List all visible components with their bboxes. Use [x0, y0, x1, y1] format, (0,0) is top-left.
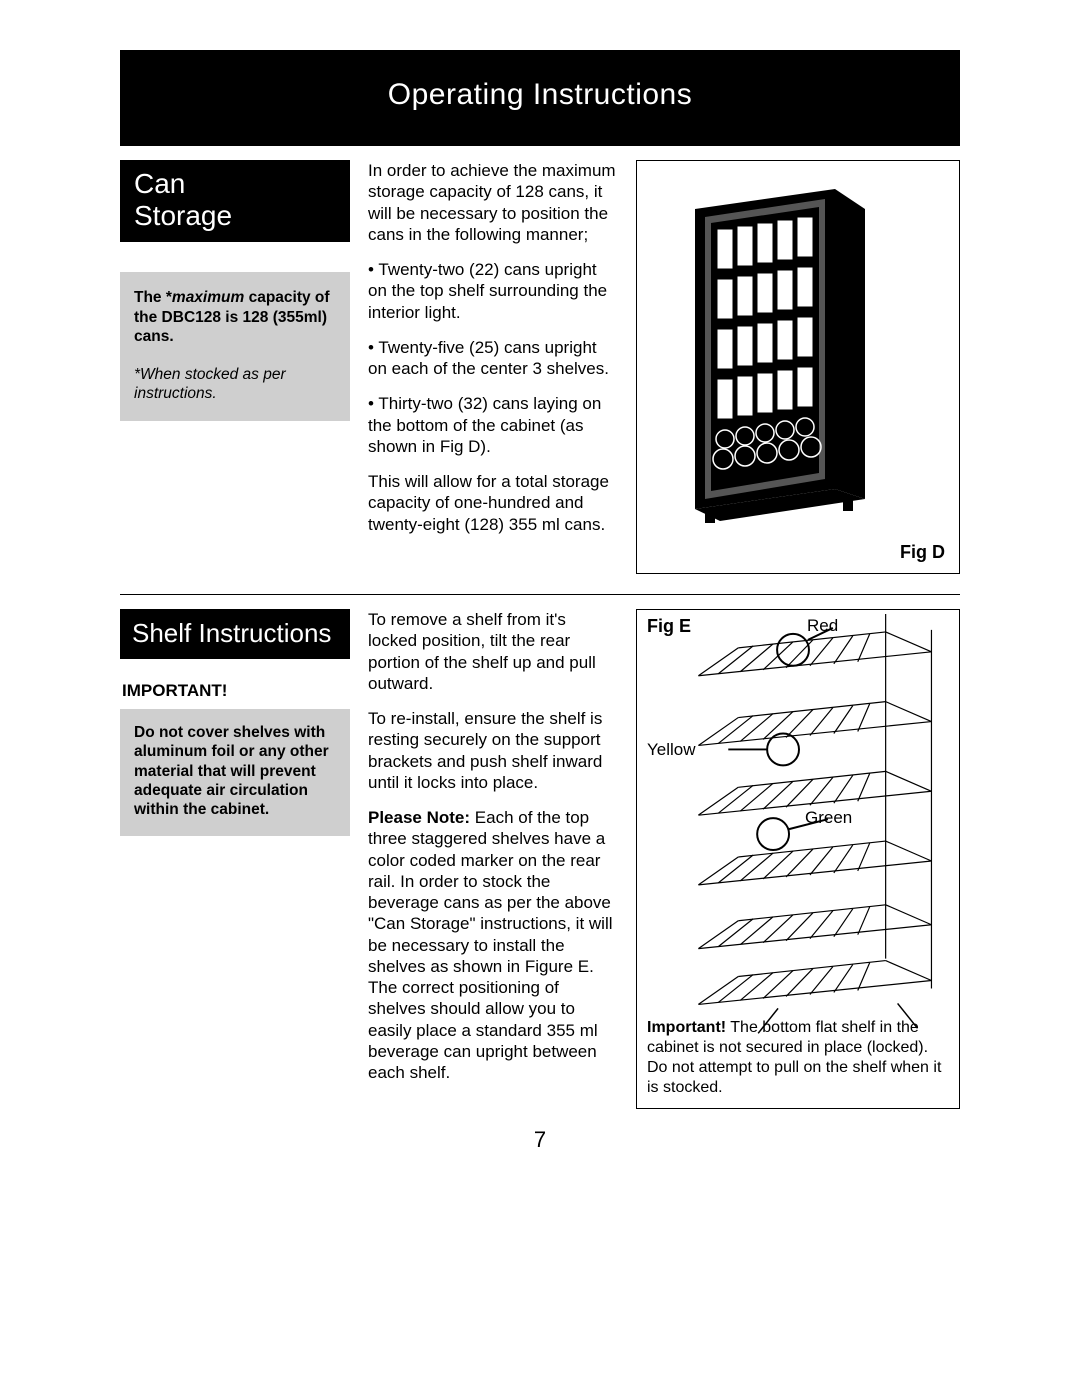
section1-title: Can Storage	[120, 160, 350, 242]
figure-e-label: Fig E	[647, 616, 691, 637]
capacity-em: maximum	[172, 289, 244, 306]
s1-b2: • Twenty-five (25) cans upright on each …	[368, 337, 618, 380]
figure-e-yellow-label: Yellow	[647, 740, 696, 760]
figure-e: Fig E Red Yellow Green Important! The bo…	[636, 609, 960, 1109]
page-number: 7	[120, 1127, 960, 1153]
s1-b3: • Thirty-two (32) cans laying on the bot…	[368, 393, 618, 457]
capacity-line: The *maximum capacity of the DBC128 is 1…	[134, 289, 330, 345]
section1-figure: Fig D	[636, 160, 960, 574]
s2-p1: To remove a shelf from it's locked posit…	[368, 609, 618, 694]
section2-body: To remove a shelf from it's locked posit…	[368, 609, 618, 1109]
section1-body: In order to achieve the maximum storage …	[368, 160, 618, 574]
important-box: Do not cover shelves with aluminum foil …	[120, 709, 350, 836]
figure-d-label: Fig D	[900, 542, 945, 563]
s1-intro: In order to achieve the maximum storage …	[368, 160, 618, 245]
fridge-svg-icon	[665, 179, 885, 539]
section2-title: Shelf Instructions	[120, 609, 350, 659]
s1-b1: • Twenty-two (22) cans upright on the to…	[368, 259, 618, 323]
section1-left: Can Storage The *maximum capacity of the…	[120, 160, 350, 574]
capacity-pre: The *	[134, 289, 172, 306]
section1-capacity-box: The *maximum capacity of the DBC128 is 1…	[120, 272, 350, 421]
figure-e-red-label: Red	[807, 616, 838, 636]
section-can-storage: Can Storage The *maximum capacity of the…	[120, 160, 960, 574]
fridge-illustration	[665, 179, 885, 539]
important-label: IMPORTANT!	[122, 681, 350, 701]
figure-e-note-pre: Important!	[647, 1019, 726, 1036]
s2-p3: Please Note: Each of the top three stagg…	[368, 807, 618, 1083]
page-header-title: Operating Instructions	[388, 78, 692, 111]
section-divider	[120, 594, 960, 595]
s1-end: This will allow for a total storage capa…	[368, 471, 618, 535]
please-note-label: Please Note:	[368, 808, 470, 827]
capacity-footnote: *When stocked as per instructions.	[134, 365, 336, 404]
s2-p2: To re-install, ensure the shelf is resti…	[368, 708, 618, 793]
please-note-body: Each of the top three staggered shelves …	[368, 808, 613, 1082]
section1-title-text: Can Storage	[134, 168, 232, 231]
figure-e-note: Important! The bottom flat shelf in the …	[647, 1018, 949, 1098]
figure-e-green-label: Green	[805, 808, 852, 828]
section-shelf-instructions: Shelf Instructions IMPORTANT! Do not cov…	[120, 609, 960, 1109]
section2-title-text: Shelf Instructions	[132, 618, 331, 648]
section2-left: Shelf Instructions IMPORTANT! Do not cov…	[120, 609, 350, 1109]
figure-d: Fig D	[636, 160, 960, 574]
manual-page: Operating Instructions Can Storage The *…	[0, 0, 1080, 1397]
section2-figure: Fig E Red Yellow Green Important! The bo…	[636, 609, 960, 1109]
page-header: Operating Instructions	[120, 50, 960, 146]
